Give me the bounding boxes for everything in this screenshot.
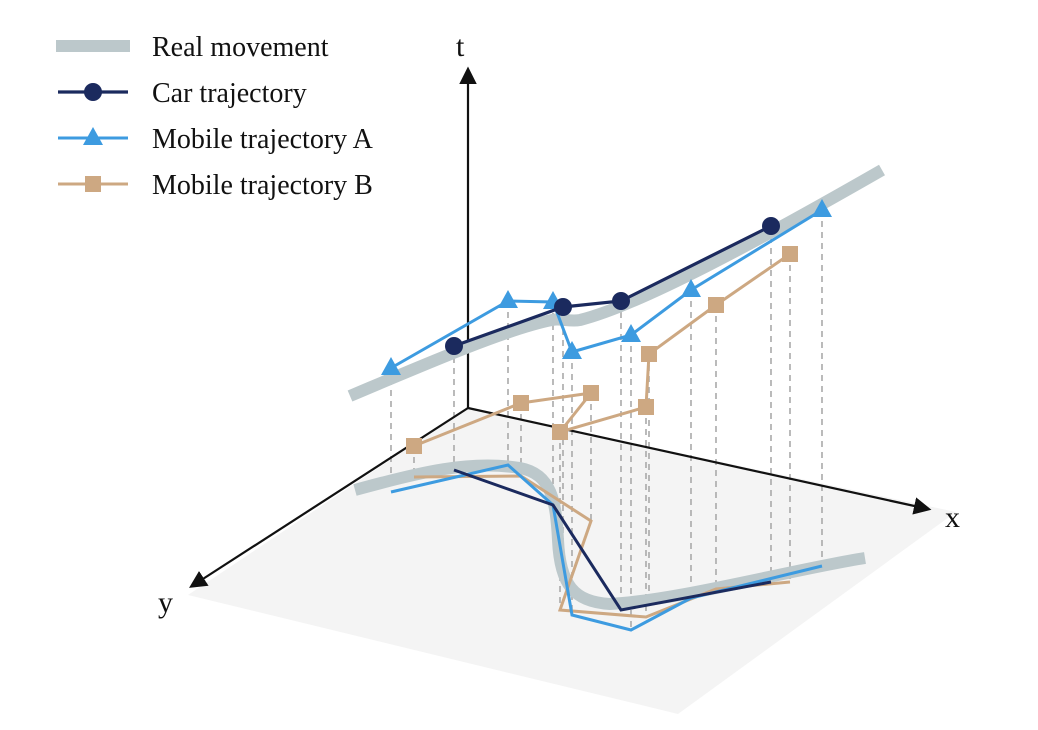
car-line bbox=[453, 224, 772, 348]
mobile-a-markers bbox=[381, 199, 832, 375]
mobile-b-line bbox=[413, 252, 791, 448]
legend-label-car: Car trajectory bbox=[152, 78, 307, 109]
mobile-b-point bbox=[552, 424, 568, 440]
car-markers bbox=[445, 217, 780, 355]
mobile-b-point bbox=[406, 438, 422, 454]
car-point bbox=[445, 337, 463, 355]
mobile-b-point bbox=[513, 395, 529, 411]
legend-label-real: Real movement bbox=[152, 32, 329, 63]
mobile-b-point bbox=[782, 246, 798, 262]
car-point bbox=[762, 217, 780, 235]
mobile-a-point bbox=[498, 290, 518, 308]
car-ground bbox=[453, 468, 772, 612]
legend-marker-mobile-b bbox=[85, 176, 101, 192]
car-point bbox=[612, 292, 630, 310]
mobile-a-point bbox=[812, 199, 832, 217]
t-axis-label: t bbox=[456, 30, 465, 63]
mobile-a-point bbox=[681, 279, 701, 297]
car-point bbox=[554, 298, 572, 316]
x-axis-label: x bbox=[945, 501, 960, 534]
projection-lines bbox=[390, 210, 823, 630]
legend-marker-mobile-a bbox=[83, 127, 103, 145]
legend-label-mobile-b: Mobile trajectory B bbox=[152, 170, 373, 201]
mobile-a-point bbox=[621, 324, 641, 342]
mobile-a-point bbox=[562, 341, 582, 359]
mobile-b-point bbox=[583, 385, 599, 401]
y-axis-label: y bbox=[158, 586, 173, 619]
legend-label-mobile-a: Mobile trajectory A bbox=[152, 124, 374, 155]
mobile-b-point bbox=[708, 297, 724, 313]
real-movement-ground bbox=[353, 459, 866, 611]
y-axis bbox=[189, 407, 469, 588]
x-axis bbox=[467, 406, 932, 515]
mobile-a-point bbox=[381, 357, 401, 375]
real-movement-line bbox=[347, 164, 885, 402]
legend: Real movement Car trajectory Mobile traj… bbox=[56, 32, 374, 201]
mobile-b-markers bbox=[406, 246, 798, 454]
legend-marker-car bbox=[84, 83, 102, 101]
mobile-b-point bbox=[641, 346, 657, 362]
mobile-b-point bbox=[638, 399, 654, 415]
